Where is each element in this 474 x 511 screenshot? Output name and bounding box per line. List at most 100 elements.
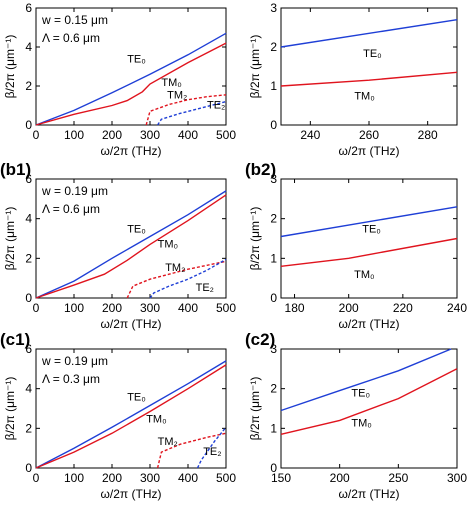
- y-tick-label: 0: [270, 461, 277, 475]
- x-tick-label: 500: [216, 471, 236, 485]
- series-label: TM₀: [146, 413, 166, 425]
- series-line-a1-1: [35, 42, 227, 126]
- x-tick-label: 200: [102, 128, 122, 142]
- series-line-a1-2: [145, 94, 227, 126]
- x-tick-label: 200: [339, 301, 359, 315]
- param-annotation: w = 0.19 μm: [41, 184, 108, 198]
- series-label: TM₂: [158, 436, 178, 448]
- x-tick-label: 400: [178, 471, 198, 485]
- series-line-b1-1: [35, 194, 227, 299]
- series-label: TE₀: [127, 54, 146, 66]
- series-line-a2-0: [280, 19, 458, 48]
- x-tick-label: 0: [33, 128, 40, 142]
- y-tick-label: 2: [25, 79, 32, 93]
- panel-label: (c1): [0, 330, 30, 349]
- x-tick-label: 200: [330, 471, 350, 485]
- series-line-c2-0: [280, 348, 452, 412]
- series-line-b1-3: [149, 258, 227, 299]
- x-tick-label: 200: [102, 301, 122, 315]
- series-label: TE₀: [362, 224, 381, 236]
- plot-frame: [280, 7, 458, 126]
- x-axis-label: ω/2π (THz): [101, 144, 162, 158]
- x-tick-label: 240: [447, 301, 467, 315]
- y-tick-label: 0: [270, 291, 277, 305]
- series-label: TE₂: [196, 282, 214, 294]
- series-label: TE₀: [127, 392, 146, 404]
- y-axis-label: β/2π (μm⁻¹): [248, 35, 262, 99]
- series-label: TM₀: [354, 269, 374, 281]
- y-tick-label: 3: [270, 1, 277, 15]
- panel-a1: 0 100 200 300 400 500 0 2 4 6 ω/2π (THz) β/2π (μm⁻¹…: [3, 1, 236, 158]
- x-tick-label: 220: [393, 301, 413, 315]
- panel-b1: 0 100 200 300 400 500 0 2 4 6 ω/2π (THz) β/2π (μm⁻¹…: [0, 160, 236, 331]
- x-axis-label: ω/2π (THz): [339, 317, 400, 331]
- y-tick-label: 1: [270, 251, 277, 265]
- x-tick-label: 300: [140, 471, 160, 485]
- x-tick-label: 200: [102, 471, 122, 485]
- plot-frame: [35, 7, 227, 126]
- y-tick-label: 4: [25, 40, 32, 54]
- y-tick-label: 0: [25, 118, 32, 132]
- param-annotation: Λ = 0.6 μm: [42, 202, 100, 216]
- panel-a2: 240 260 280 0 1 2 3 ω/2π (THz) β/2π (μm⁻¹) TE₀ TM₀: [248, 1, 458, 158]
- panel-c2: 150 200 250 300 0 1 2 3 ω/2π (THz) β/2π (μm⁻¹) (c2…: [245, 330, 467, 501]
- y-tick-label: 4: [25, 382, 32, 396]
- y-tick-label: 2: [270, 212, 277, 226]
- x-axis-label: ω/2π (THz): [101, 317, 162, 331]
- panel-label: (b1): [0, 160, 31, 179]
- plot-frame: [35, 178, 227, 299]
- x-tick-label: 0: [33, 301, 40, 315]
- panel-b2: 180 200 220 240 0 1 2 3 ω/2π (THz) β/2π (μm⁻¹) (b2…: [245, 160, 467, 331]
- series-label: TM₀: [161, 77, 181, 89]
- y-tick-label: 6: [25, 342, 32, 356]
- panel-label: (c2): [245, 330, 275, 349]
- series-line-a1-3: [157, 100, 227, 126]
- y-axis-label: β/2π (μm⁻¹): [248, 377, 262, 441]
- x-tick-label: 300: [447, 471, 467, 485]
- series-line-b2-0: [280, 206, 458, 238]
- series-label: TE₀: [363, 48, 382, 60]
- series-line-a1-0: [35, 32, 227, 126]
- series-line-b1-2: [126, 260, 227, 299]
- series-label: TE₀: [127, 224, 146, 236]
- y-tick-label: 3: [270, 342, 277, 356]
- y-tick-label: 2: [25, 251, 32, 265]
- x-tick-label: 400: [178, 301, 198, 315]
- x-tick-label: 250: [388, 471, 408, 485]
- x-tick-label: 240: [300, 128, 320, 142]
- series-line-a2-1: [280, 71, 458, 87]
- y-axis-label: β/2π (μm⁻¹): [3, 207, 17, 271]
- x-tick-label: 280: [418, 128, 438, 142]
- x-tick-label: 150: [271, 471, 291, 485]
- x-tick-label: 180: [285, 301, 305, 315]
- y-tick-label: 1: [270, 421, 277, 435]
- y-axis-label: β/2π (μm⁻¹): [3, 377, 17, 441]
- x-axis-label: ω/2π (THz): [339, 144, 400, 158]
- series-label: TM₀: [351, 417, 371, 429]
- y-tick-label: 0: [25, 291, 32, 305]
- x-tick-label: 500: [216, 128, 236, 142]
- y-axis-label: β/2π (μm⁻¹): [3, 35, 17, 99]
- y-tick-label: 2: [270, 382, 277, 396]
- series-line-c1-3: [196, 426, 227, 469]
- y-axis-label: β/2π (μm⁻¹): [248, 207, 262, 271]
- y-tick-label: 0: [25, 461, 32, 475]
- y-tick-label: 2: [270, 40, 277, 54]
- series-line-c1-1: [35, 364, 227, 469]
- series-line-c1-0: [35, 360, 227, 469]
- x-tick-label: 260: [359, 128, 379, 142]
- x-tick-label: 100: [64, 128, 84, 142]
- param-annotation: w = 0.15 μm: [41, 13, 108, 27]
- panel-c1: 0 100 200 300 400 500 0 2 4 6 ω/2π (THz) β/2π (μm⁻¹…: [0, 330, 236, 501]
- x-tick-label: 300: [140, 301, 160, 315]
- y-tick-label: 4: [25, 212, 32, 226]
- x-tick-label: 300: [140, 128, 160, 142]
- series-label: TE₀: [351, 388, 370, 400]
- plot-frame: [280, 348, 458, 469]
- x-axis-label: ω/2π (THz): [101, 487, 162, 501]
- series-label: TE₂: [203, 446, 221, 458]
- x-tick-label: 100: [64, 471, 84, 485]
- series-label: TM₀: [158, 238, 178, 250]
- panel-label: (b2): [245, 160, 276, 179]
